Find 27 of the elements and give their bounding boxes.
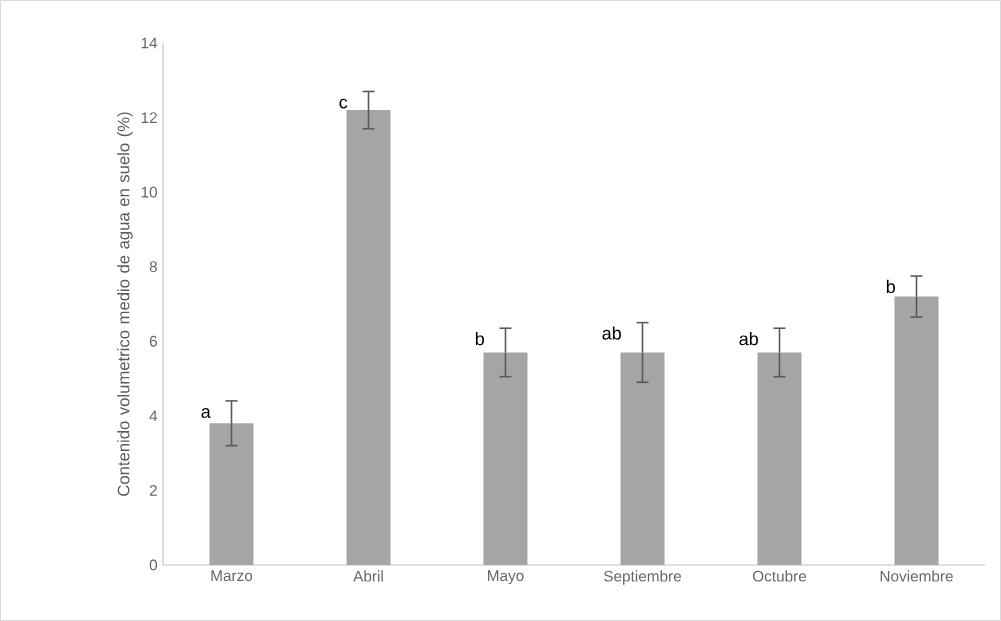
y-tick-label: 0 — [149, 559, 158, 571]
y-tick-label: 2 — [149, 485, 157, 496]
y-tick-label: 6 — [149, 335, 157, 347]
x-tick-label: Marzo — [211, 570, 253, 582]
bar — [483, 352, 528, 565]
x-tick-label: Octubre — [752, 570, 807, 582]
annotation: a — [201, 408, 211, 418]
x-tick-label: Mayo — [488, 570, 524, 585]
x-tick-label: Septiembre — [603, 570, 682, 585]
y-tick-label: 10 — [141, 186, 158, 198]
y-tick-label: 14 — [141, 37, 158, 49]
y-tick-label: 8 — [149, 261, 157, 273]
bar — [620, 352, 665, 565]
annotation: c — [339, 98, 348, 109]
annotation: ab — [739, 332, 758, 346]
annotation: b — [886, 279, 895, 294]
y-tick-label: 4 — [149, 410, 158, 422]
annotation: b — [475, 332, 484, 346]
x-tick-label: Noviembre — [880, 570, 953, 582]
annotation: ab — [602, 326, 621, 340]
y-axis-title: Contenido volumetrico medio de agua en suelo (%) — [117, 112, 133, 496]
bar — [209, 423, 254, 565]
bar — [757, 352, 802, 565]
bar — [894, 296, 939, 565]
bar — [346, 110, 391, 565]
x-tick-label: Abril — [353, 570, 383, 582]
y-tick-label: 12 — [141, 112, 157, 123]
